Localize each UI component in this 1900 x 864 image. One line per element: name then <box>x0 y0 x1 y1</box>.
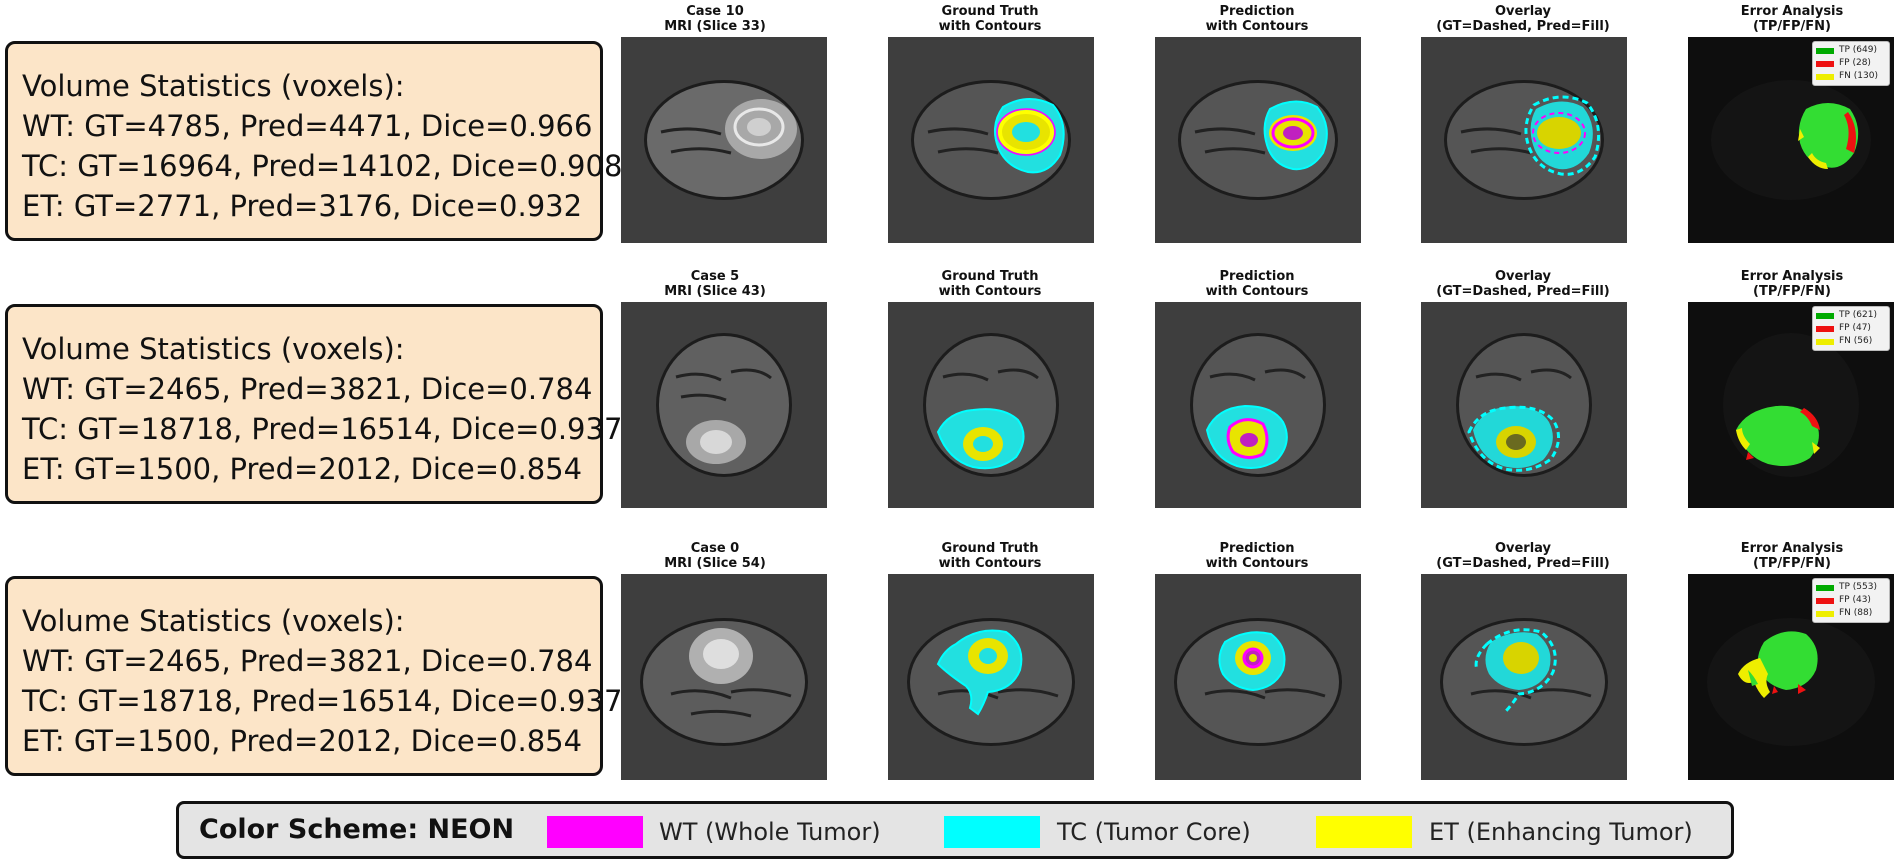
tp-label: TP (553) <box>1839 582 1877 592</box>
fp-label: FP (28) <box>1839 58 1871 68</box>
stats-et: ET: GT=1500, Pred=2012, Dice=0.854 <box>22 452 583 486</box>
pred-panel-title: Prediction with Contours <box>1205 541 1309 571</box>
stats-tc: TC: GT=18718, Pred=16514, Dice=0.937 <box>22 684 623 718</box>
fp-label: FP (43) <box>1839 595 1871 605</box>
mri-panel-title: Case 10 MRI (Slice 33) <box>664 4 766 34</box>
error-panel-title: Error Analysis (TP/FP/FN) <box>1740 269 1844 299</box>
wt-swatch-icon <box>547 816 643 848</box>
mri-panel-title: Case 0 MRI (Slice 54) <box>664 541 766 571</box>
tp-label: TP (621) <box>1839 310 1877 320</box>
fn-label: FN (88) <box>1839 608 1873 618</box>
mri-image <box>621 574 827 780</box>
fn-swatch-icon <box>1816 610 1834 617</box>
error-analysis-image: TP (649) FP (28) FN (130) <box>1688 37 1894 243</box>
fp-swatch-icon <box>1816 60 1834 67</box>
tp-swatch-icon <box>1816 312 1834 319</box>
error-legend: TP (621) FP (47) FN (56) <box>1812 306 1890 351</box>
legend-title: Color Scheme: NEON <box>199 814 515 845</box>
prediction-image <box>1155 302 1361 508</box>
prediction-image <box>1155 37 1361 243</box>
et-legend-label: ET (Enhancing Tumor) <box>1429 818 1693 846</box>
fn-swatch-icon <box>1816 73 1834 80</box>
stats-tc: TC: GT=18718, Pred=16514, Dice=0.937 <box>22 412 623 446</box>
ground-truth-image <box>888 574 1094 780</box>
volume-stats-box: Volume Statistics (voxels): WT: GT=2465,… <box>5 576 623 776</box>
fp-swatch-icon <box>1816 325 1834 332</box>
tc-swatch-icon <box>944 816 1040 848</box>
fn-label: FN (130) <box>1839 71 1878 81</box>
error-legend: TP (649) FP (28) FN (130) <box>1812 41 1890 86</box>
pred-panel-title: Prediction with Contours <box>1205 269 1309 299</box>
volume-stats-box: Volume Statistics (voxels): WT: GT=4785,… <box>5 41 623 241</box>
pred-panel-title: Prediction with Contours <box>1205 4 1309 34</box>
overlay-panel-title: Overlay (GT=Dashed, Pred=Fill) <box>1436 269 1610 299</box>
gt-panel-title: Ground Truth with Contours <box>938 269 1042 299</box>
tp-swatch-icon <box>1816 47 1834 54</box>
tp-swatch-icon <box>1816 584 1834 591</box>
error-panel-title: Error Analysis (TP/FP/FN) <box>1740 541 1844 571</box>
overlay-image <box>1421 302 1627 508</box>
error-legend: TP (553) FP (43) FN (88) <box>1812 578 1890 623</box>
stats-wt: WT: GT=2465, Pred=3821, Dice=0.784 <box>22 644 593 678</box>
stats-tc: TC: GT=16964, Pred=14102, Dice=0.908 <box>22 149 623 183</box>
tc-legend-label: TC (Tumor Core) <box>1057 818 1251 846</box>
color-scheme-legend: Color Scheme: NEON WT (Whole Tumor) TC (… <box>176 801 1734 859</box>
et-swatch-icon <box>1316 816 1412 848</box>
stats-wt: WT: GT=4785, Pred=4471, Dice=0.966 <box>22 109 593 143</box>
prediction-image <box>1155 574 1361 780</box>
overlay-image <box>1421 37 1627 243</box>
ground-truth-image <box>888 37 1094 243</box>
error-analysis-image: TP (621) FP (47) FN (56) <box>1688 302 1894 508</box>
overlay-panel-title: Overlay (GT=Dashed, Pred=Fill) <box>1436 541 1610 571</box>
gt-panel-title: Ground Truth with Contours <box>938 4 1042 34</box>
error-panel-title: Error Analysis (TP/FP/FN) <box>1740 4 1844 34</box>
fn-label: FN (56) <box>1839 336 1873 346</box>
mri-image <box>621 302 827 508</box>
fp-label: FP (47) <box>1839 323 1871 333</box>
mri-image <box>621 37 827 243</box>
tp-label: TP (649) <box>1839 45 1877 55</box>
stats-heading: Volume Statistics (voxels): <box>22 69 405 103</box>
fp-swatch-icon <box>1816 597 1834 604</box>
gt-panel-title: Ground Truth with Contours <box>938 541 1042 571</box>
stats-et: ET: GT=2771, Pred=3176, Dice=0.932 <box>22 189 583 223</box>
stats-heading: Volume Statistics (voxels): <box>22 332 405 366</box>
stats-heading: Volume Statistics (voxels): <box>22 604 405 638</box>
stats-wt: WT: GT=2465, Pred=3821, Dice=0.784 <box>22 372 593 406</box>
error-analysis-image: TP (553) FP (43) FN (88) <box>1688 574 1894 780</box>
stats-et: ET: GT=1500, Pred=2012, Dice=0.854 <box>22 724 583 758</box>
ground-truth-image <box>888 302 1094 508</box>
overlay-image <box>1421 574 1627 780</box>
wt-legend-label: WT (Whole Tumor) <box>659 818 881 846</box>
volume-stats-box: Volume Statistics (voxels): WT: GT=2465,… <box>5 304 623 504</box>
overlay-panel-title: Overlay (GT=Dashed, Pred=Fill) <box>1436 4 1610 34</box>
mri-panel-title: Case 5 MRI (Slice 43) <box>664 269 766 299</box>
fn-swatch-icon <box>1816 338 1834 345</box>
